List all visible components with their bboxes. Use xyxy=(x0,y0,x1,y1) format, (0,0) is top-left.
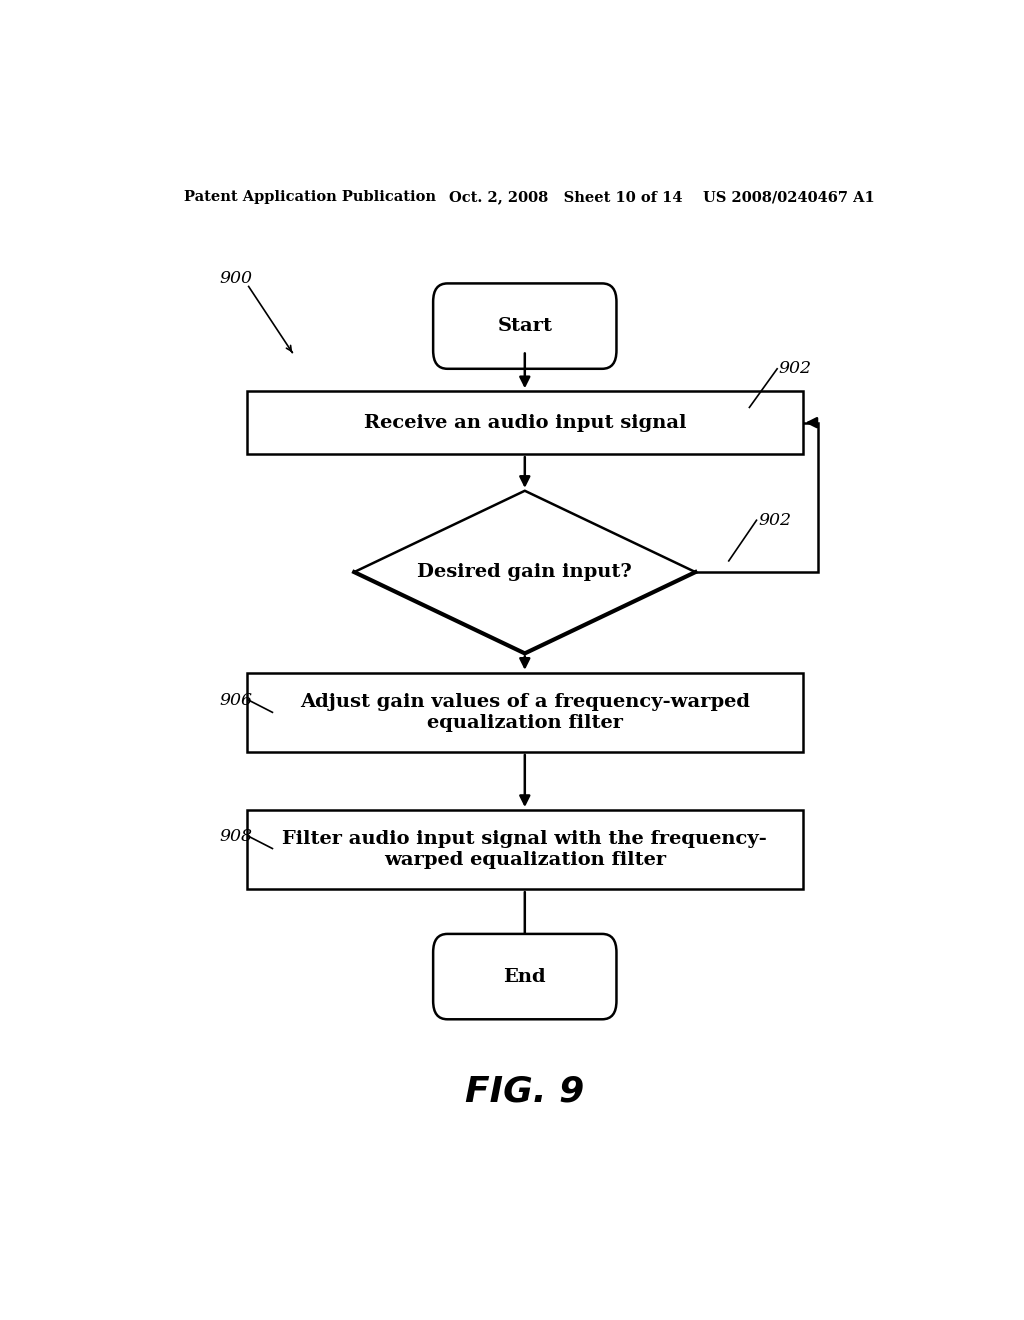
Text: US 2008/0240467 A1: US 2008/0240467 A1 xyxy=(703,190,876,205)
Text: 902: 902 xyxy=(759,512,792,529)
Bar xyxy=(247,673,803,752)
Bar xyxy=(247,391,803,454)
Text: Filter audio input signal with the frequency-
warped equalization filter: Filter audio input signal with the frequ… xyxy=(283,830,767,869)
Text: 908: 908 xyxy=(219,828,252,845)
FancyBboxPatch shape xyxy=(433,935,616,1019)
Text: End: End xyxy=(504,968,546,986)
Text: 906: 906 xyxy=(219,692,252,709)
Text: FIG. 9: FIG. 9 xyxy=(465,1074,585,1109)
FancyBboxPatch shape xyxy=(433,284,616,368)
Text: Desired gain input?: Desired gain input? xyxy=(418,564,632,581)
Text: 900: 900 xyxy=(219,269,252,286)
Text: 902: 902 xyxy=(778,360,812,378)
Bar xyxy=(247,810,803,890)
Text: Start: Start xyxy=(498,317,552,335)
Text: Oct. 2, 2008   Sheet 10 of 14: Oct. 2, 2008 Sheet 10 of 14 xyxy=(450,190,683,205)
Text: Adjust gain values of a frequency-warped
equalization filter: Adjust gain values of a frequency-warped… xyxy=(300,693,750,731)
Text: Receive an audio input signal: Receive an audio input signal xyxy=(364,413,686,432)
Polygon shape xyxy=(354,491,695,653)
Text: Patent Application Publication: Patent Application Publication xyxy=(183,190,435,205)
